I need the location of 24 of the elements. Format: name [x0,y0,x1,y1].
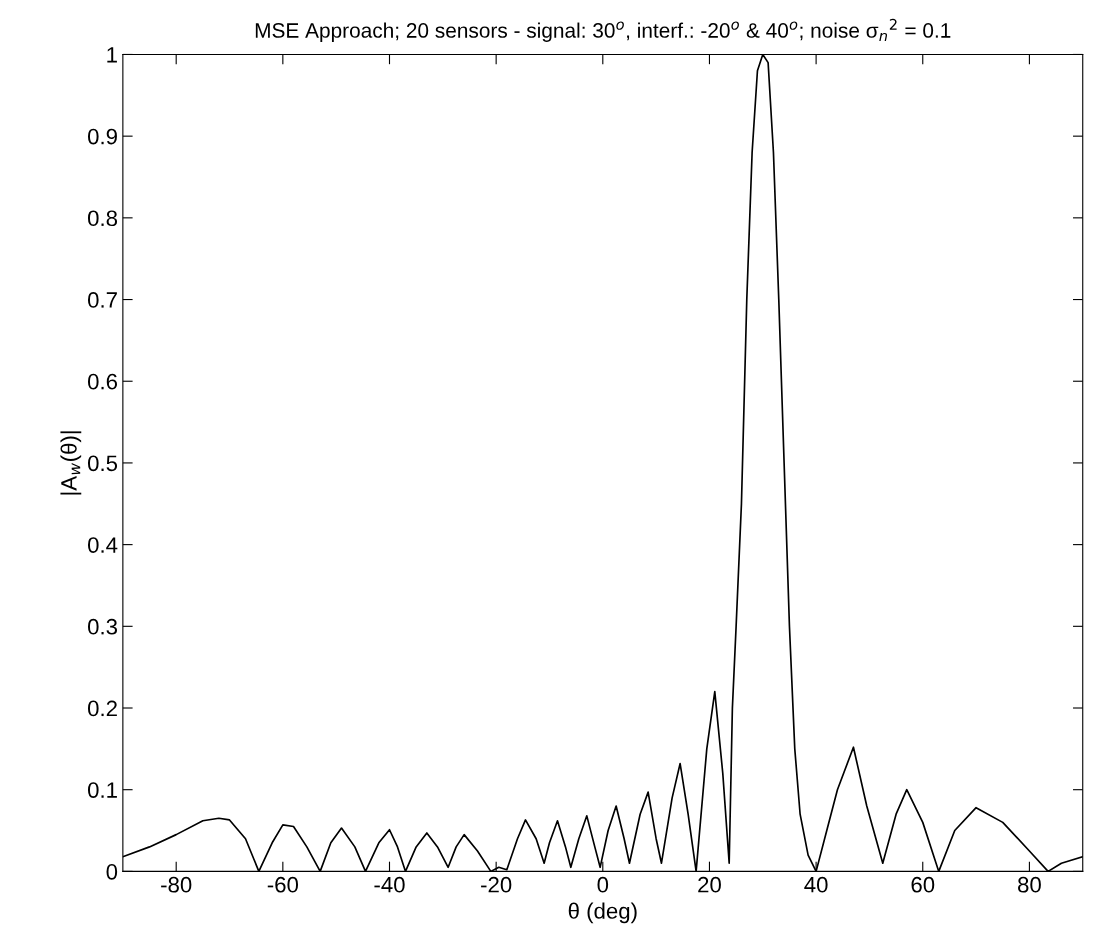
y-tick-label: 0.9 [87,128,117,145]
x-tick-label: 80 [1018,876,1041,893]
chart-title: MSE Approach; 20 sensors - signal: 30$^{o}$, interf.: -20$^{o}$ & 40$^{o}$; noise σ$_{n}$$^{2}$ = 0.1 [255,18,951,42]
y-tick-label: 0.7 [87,292,117,308]
x-tick-label: -40 [374,876,405,893]
y-tick-label: 0.2 [87,700,117,717]
x-tick-label: -80 [161,876,192,893]
y-tick-label: 0.5 [87,455,118,472]
y-tick-label: 1 [107,47,117,63]
y-tick-label: 0.8 [87,210,118,227]
x-axis-title: θ (deg) [568,902,637,924]
y-tick-label: 0.4 [87,537,118,553]
x-tick-label: -20 [481,876,512,893]
y-axis-title: |A$_{w}$(θ)| [60,431,82,495]
x-tick-label: 60 [911,876,935,893]
y-tick-label: 0.3 [87,618,118,635]
x-tick-label: 0 [597,876,609,893]
x-tick-label: -60 [267,876,299,893]
x-tick-label: 40 [804,876,828,893]
y-tick-label: 0.6 [87,373,118,390]
y-tick-label: 0 [106,863,118,880]
x-tick-label: 20 [698,876,721,893]
y-tick-label: 0.1 [87,782,117,798]
line-series [122,54,1083,872]
